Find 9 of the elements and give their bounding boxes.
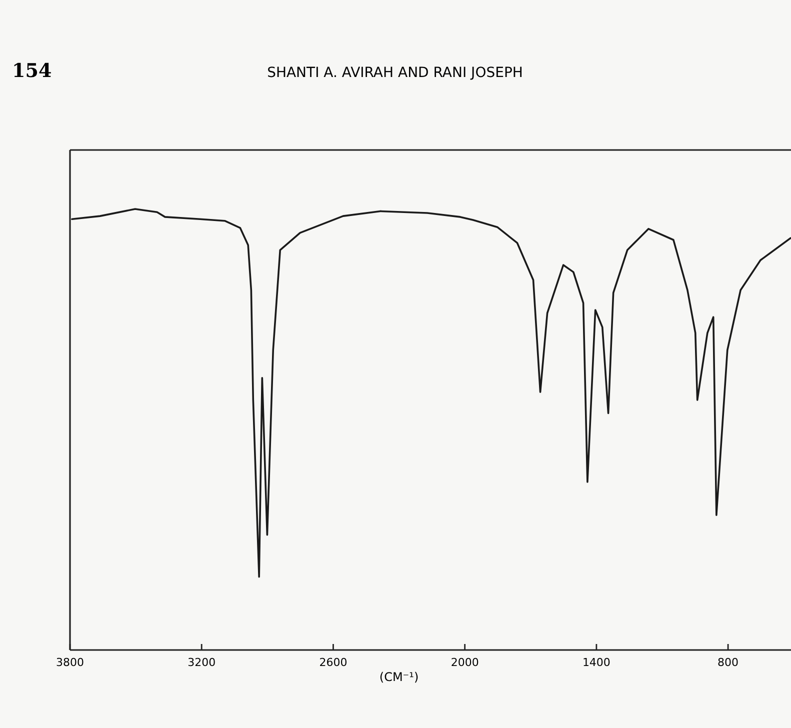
x-tick-label: 3800 xyxy=(56,656,84,669)
x-tick-label: 3200 xyxy=(188,656,216,669)
text: 154 xyxy=(12,60,52,82)
x-tick-label: 2600 xyxy=(319,656,348,669)
text: SHANTI A. AVIRAH AND RANI JOSEPH xyxy=(267,65,523,81)
x-tick-label: 1400 xyxy=(582,656,610,669)
x-tick-label: 2000 xyxy=(450,656,479,669)
x-axis-title: (CM⁻¹) xyxy=(379,670,419,684)
x-tick-label: 800 xyxy=(718,656,739,669)
